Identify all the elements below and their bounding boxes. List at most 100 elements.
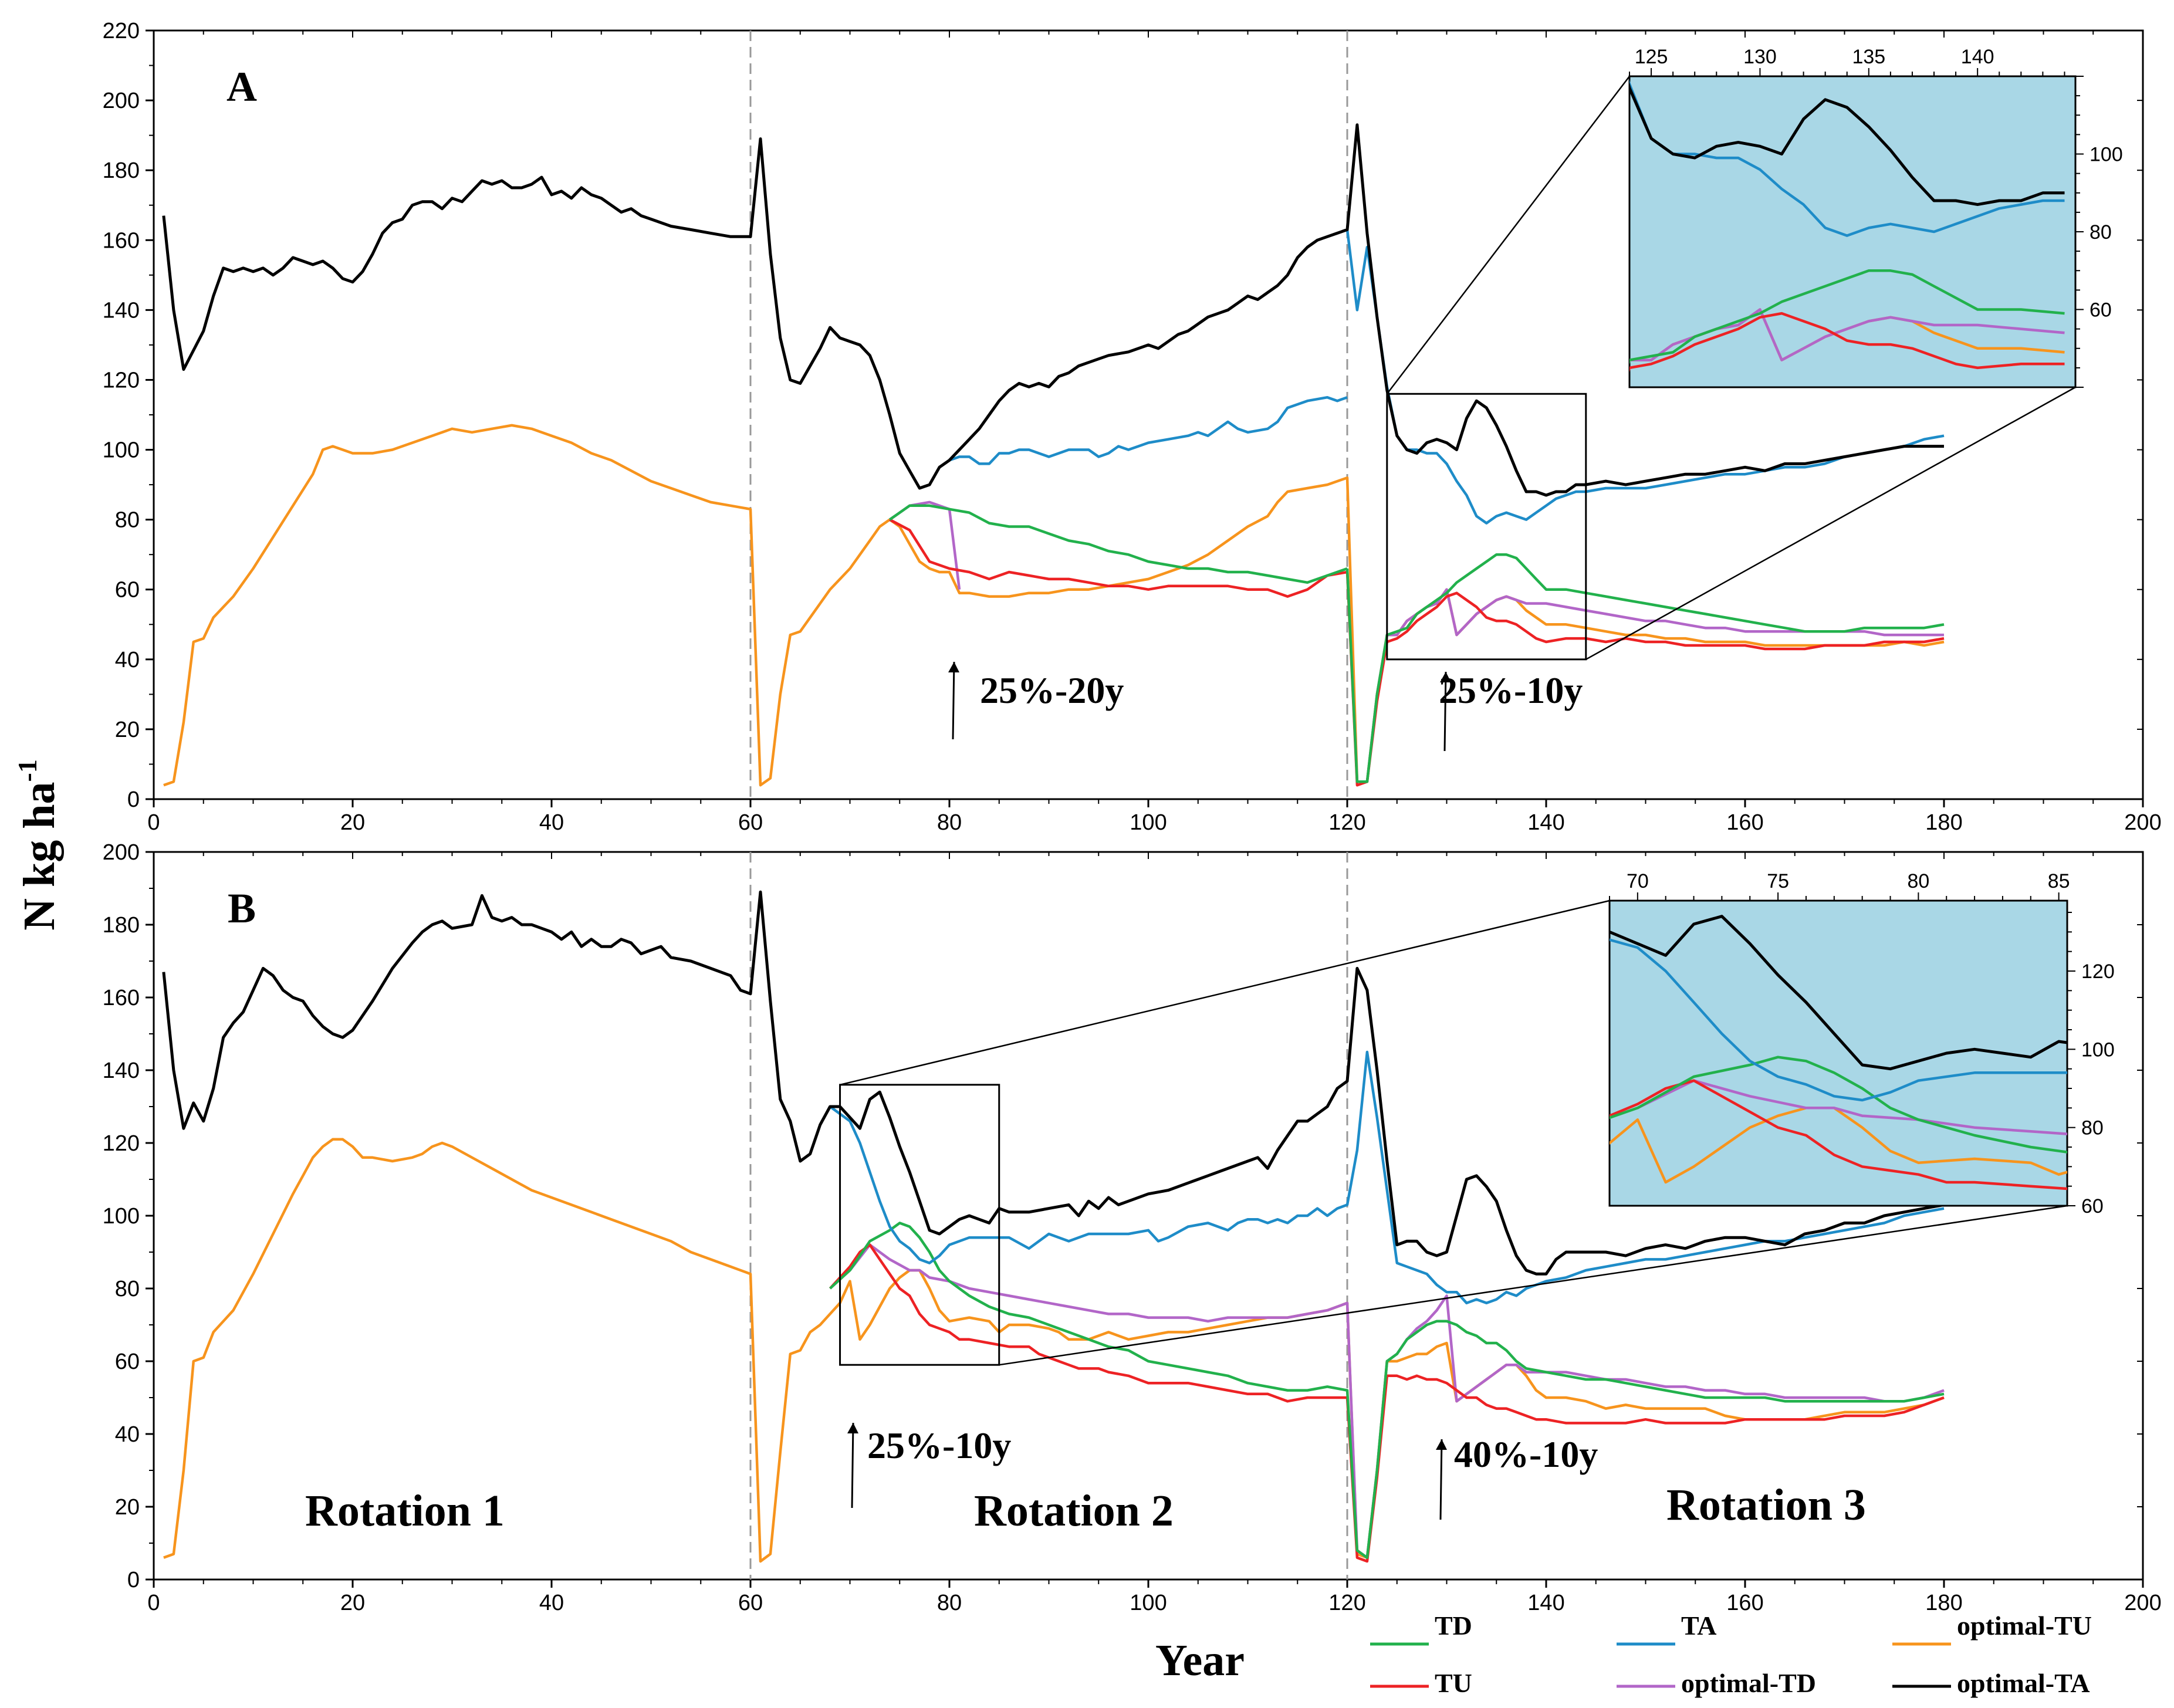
x-tick-label: 60 — [738, 810, 763, 835]
y-tick-label: 180 — [103, 913, 140, 938]
inset-x-tick-label: 140 — [1961, 46, 1994, 68]
y-tick-label: 120 — [103, 368, 140, 393]
x-tick-label: 140 — [1527, 1591, 1564, 1615]
rotation-label: Rotation 3 — [1666, 1480, 1866, 1530]
y-tick-label: 140 — [103, 298, 140, 323]
inset-x-tick-label: 75 — [1767, 870, 1789, 892]
inset-line-optimal-TA — [1629, 82, 2065, 207]
x-axis-label: Year — [1155, 1636, 1245, 1685]
annotation-arrow — [851, 1422, 854, 1509]
inset-b: 70 75 80 85 60 80 100 120 — [839, 870, 2115, 1366]
x-tick-label: 180 — [1925, 810, 1962, 835]
legend-label-TD: TD — [1435, 1611, 1472, 1641]
x-tick-label: 20 — [340, 810, 365, 835]
inset-line-optimal-TD — [1629, 308, 2065, 364]
x-tick-label: 40 — [539, 1591, 564, 1615]
annotation-arrow — [1439, 1439, 1443, 1520]
y-tick-label: 40 — [115, 648, 140, 672]
inset-background — [1608, 899, 2068, 1207]
inset-x-tick-label: 80 — [1907, 870, 1929, 892]
y-tick-label: 100 — [103, 1204, 140, 1229]
annotation-label: 25%-20y — [980, 669, 1124, 711]
y-tick-label: 180 — [103, 158, 140, 183]
inset-y-tick-label: 100 — [2081, 1039, 2115, 1061]
annotation-arrow — [952, 661, 955, 740]
inset-y-tick-label: 60 — [2081, 1195, 2104, 1217]
series-line-TA — [829, 1050, 1945, 1305]
series-line-optimal-TD — [889, 500, 961, 590]
x-tick-label: 60 — [738, 1591, 763, 1615]
x-tick-label: 160 — [1726, 1591, 1763, 1615]
series-line-TA — [949, 395, 1348, 465]
legend-label-TU: TU — [1435, 1668, 1472, 1698]
inset-x-tick-label: 85 — [2048, 870, 2070, 892]
y-tick-label: 160 — [103, 986, 140, 1010]
legend-label-optimal-TA: optimal-TA — [1957, 1668, 2090, 1698]
y-tick-label: 140 — [103, 1058, 140, 1083]
x-tick-label: 80 — [937, 810, 962, 835]
series-line-TU — [1345, 571, 1945, 787]
y-tick-label: 200 — [103, 89, 140, 113]
x-tick-label: 160 — [1726, 810, 1763, 835]
x-tick-label: 120 — [1328, 810, 1365, 835]
y-tick-label: 40 — [115, 1422, 140, 1447]
series-line-optimal-TU — [163, 1138, 1945, 1563]
x-tick-label: 180 — [1925, 1591, 1962, 1615]
inset-a: 125 130 135 140 60 80 100 — [1386, 46, 2123, 661]
y-tick-label: 200 — [103, 840, 140, 865]
inset-x-tick-label: 130 — [1743, 46, 1777, 68]
x-tick-label: 40 — [539, 810, 564, 835]
inset-y-tick-label: 80 — [2081, 1117, 2104, 1139]
legend-label-optimal-TD: optimal-TD — [1681, 1668, 1816, 1698]
legend-label-optimal-TU: optimal-TU — [1957, 1611, 2092, 1641]
inset-background — [1628, 75, 2077, 388]
inset-line-TA — [1629, 79, 2065, 237]
inset-y-tick-label: 60 — [2090, 299, 2112, 322]
series-line-TD — [1345, 553, 1945, 783]
zoom-connector — [999, 1205, 2068, 1366]
x-tick-label: 200 — [2124, 1591, 2161, 1615]
inset-line-TA — [1610, 938, 2067, 1102]
annotation-arrowhead — [1436, 1439, 1447, 1450]
x-tick-label: 140 — [1527, 810, 1564, 835]
series-line-optimal-TU — [163, 424, 1945, 787]
y-tick-label: 60 — [115, 578, 140, 603]
series-line-TU — [889, 518, 1348, 598]
y-tick-label: 20 — [115, 718, 140, 742]
x-tick-label: 120 — [1328, 1591, 1365, 1615]
x-tick-label: 20 — [340, 1591, 365, 1615]
series-line-optimal-TD — [848, 1243, 1945, 1560]
zoom-box — [1386, 393, 1587, 661]
inset-y-tick-label: 80 — [2090, 221, 2112, 243]
x-tick-label: 80 — [937, 1591, 962, 1615]
series-line-TU — [829, 1243, 1945, 1563]
annotation-arrowhead — [948, 662, 959, 672]
series-line-TD — [889, 504, 1348, 584]
inset-series — [1610, 915, 2067, 1190]
y-tick-label: 60 — [115, 1350, 140, 1374]
y-tick-label: 100 — [103, 438, 140, 463]
zoom-box — [839, 1084, 1000, 1366]
inset-line-TU — [1629, 312, 2065, 373]
inset-x-tick-label: 135 — [1852, 46, 1885, 68]
series-line-optimal-TA — [162, 123, 1944, 497]
inset-line-optimal-TD — [1637, 1079, 2067, 1135]
legend-label-TA: TA — [1681, 1611, 1717, 1641]
annotation-label: 25%-10y — [1439, 669, 1583, 711]
annotation-arrowhead — [847, 1423, 858, 1433]
inset-y-tick-label: 120 — [2081, 960, 2115, 983]
annotation-arrowhead — [1440, 672, 1451, 682]
inset-x-tick-label: 125 — [1635, 46, 1668, 68]
zoom-connector — [1386, 76, 1630, 395]
series-line-TA — [1345, 229, 1945, 525]
x-tick-label: 0 — [147, 810, 160, 835]
y-tick-label: 220 — [103, 19, 140, 43]
inset-y-tick-label: 100 — [2090, 144, 2123, 166]
inset-x-tick-label: 70 — [1627, 870, 1649, 892]
x-tick-label: 100 — [1130, 810, 1167, 835]
inset-line-TD — [1629, 269, 2065, 364]
inset-line-TD — [1610, 1056, 2067, 1154]
annotation-label: 40%-10y — [1454, 1433, 1598, 1475]
x-tick-label: 0 — [147, 1591, 160, 1615]
